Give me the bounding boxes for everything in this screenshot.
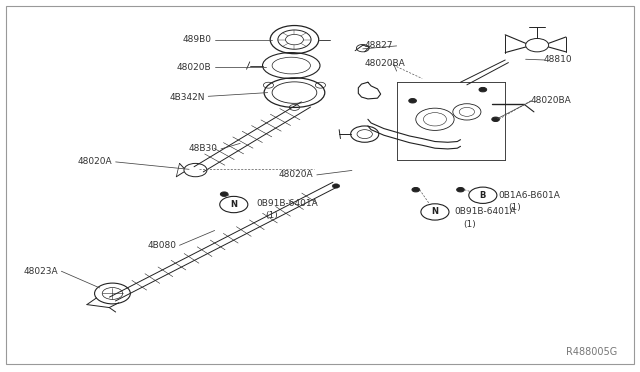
Circle shape [220, 192, 228, 196]
Text: 4B342N: 4B342N [170, 93, 205, 102]
Text: 48810: 48810 [543, 55, 572, 64]
Circle shape [412, 187, 420, 192]
Text: 48020BA: 48020BA [365, 59, 406, 68]
Circle shape [421, 204, 449, 220]
Text: 48020B: 48020B [177, 63, 211, 72]
Text: 0B1A6-B601A: 0B1A6-B601A [499, 191, 561, 200]
Text: 4B080: 4B080 [147, 241, 176, 250]
Text: (1): (1) [266, 211, 278, 220]
Text: 48023A: 48023A [24, 267, 58, 276]
Text: 0B91B-6401A: 0B91B-6401A [256, 199, 318, 208]
Text: N: N [431, 208, 438, 217]
Text: 0B91B-6401A: 0B91B-6401A [454, 208, 516, 217]
Circle shape [220, 196, 248, 213]
Text: R488005G: R488005G [566, 347, 617, 357]
Text: 48020A: 48020A [78, 157, 113, 166]
Text: 48B30: 48B30 [189, 144, 218, 153]
Text: 48827: 48827 [365, 41, 393, 50]
Text: (1): (1) [508, 203, 521, 212]
Circle shape [457, 187, 465, 192]
Circle shape [332, 184, 340, 188]
Circle shape [479, 87, 486, 92]
Text: 489B0: 489B0 [182, 35, 211, 44]
Circle shape [468, 187, 497, 203]
Circle shape [409, 99, 417, 103]
Text: 48020A: 48020A [279, 170, 314, 179]
Text: N: N [230, 200, 237, 209]
Text: B: B [479, 191, 486, 200]
Circle shape [492, 117, 499, 122]
Text: 48020BA: 48020BA [531, 96, 572, 105]
Text: (1): (1) [464, 220, 476, 229]
